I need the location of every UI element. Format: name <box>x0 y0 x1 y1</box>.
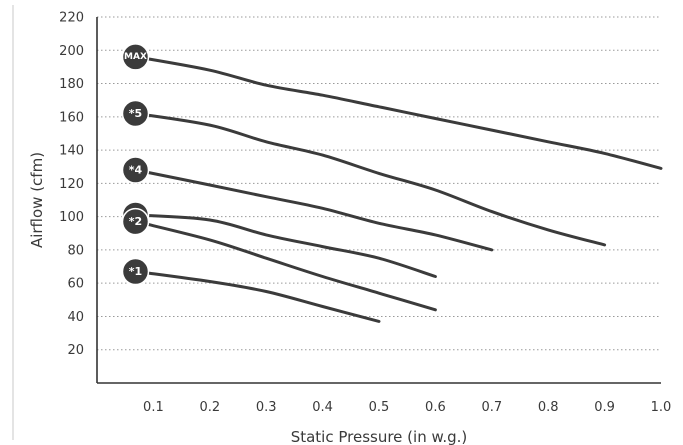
x-tick-label: 0.9 <box>594 400 615 415</box>
y-tick-label: 200 <box>59 44 84 59</box>
grid <box>97 16 661 351</box>
x-axis-title: Static Pressure (in w.g.) <box>291 428 468 445</box>
badge-circle <box>121 207 150 236</box>
series-line-max <box>135 55 663 170</box>
x-tick-label: 0.5 <box>369 400 390 415</box>
series-line-star-3 <box>135 213 437 278</box>
y-tick-label: 20 <box>67 343 84 358</box>
y-tick-label: 160 <box>59 110 84 125</box>
y-axis-title: Airflow (cfm) <box>28 152 46 248</box>
series-line-star-5 <box>135 112 607 247</box>
x-tick-label: 0.4 <box>312 400 333 415</box>
y-tick-label: 80 <box>67 243 84 258</box>
x-tick-label: 1.0 <box>651 400 672 415</box>
series-lines <box>135 55 663 323</box>
series-label: *5 <box>129 107 142 120</box>
series-label: MAX <box>124 52 147 62</box>
x-tick-label: 0.2 <box>199 400 220 415</box>
series-badges: MAX*5*4*3*2*1 <box>121 43 150 286</box>
series-badge: *4 <box>121 156 150 184</box>
y-tick-label: 140 <box>59 144 84 159</box>
series-line-star-1 <box>135 270 381 323</box>
axes <box>12 5 661 440</box>
badge-circle <box>121 99 150 128</box>
y-tick-label: 220 <box>59 11 84 26</box>
y-tick-label: 60 <box>67 277 84 292</box>
x-tick-label: 0.6 <box>425 400 446 415</box>
badge-circle <box>121 156 150 184</box>
y-tick-label: 40 <box>67 310 84 325</box>
x-tick-label: 0.1 <box>143 400 164 415</box>
badge-circle <box>121 43 150 71</box>
series-line-star-2 <box>135 220 437 312</box>
y-tick-label: 180 <box>59 77 84 92</box>
series-badge: MAX <box>121 43 150 71</box>
series-line-star-4 <box>135 168 494 252</box>
y-tick-label: 100 <box>59 210 84 225</box>
badge-circle <box>121 257 150 286</box>
tick-labels: 20 40 60 80 100 120 140 160 180 200 220 0.1 0.2 0.3 0.… <box>59 11 671 416</box>
x-tick-label: 0.8 <box>538 400 559 415</box>
series-badge: *1 <box>121 257 150 286</box>
series-label: *4 <box>129 164 143 177</box>
series-label: *2 <box>129 215 142 228</box>
x-tick-label: 0.3 <box>256 400 277 415</box>
series-badge: *2 <box>121 207 150 236</box>
x-tick-label: 0.7 <box>481 400 502 415</box>
series-badge: *5 <box>121 99 150 128</box>
y-tick-label: 120 <box>59 177 84 192</box>
series-label: *1 <box>129 265 142 278</box>
